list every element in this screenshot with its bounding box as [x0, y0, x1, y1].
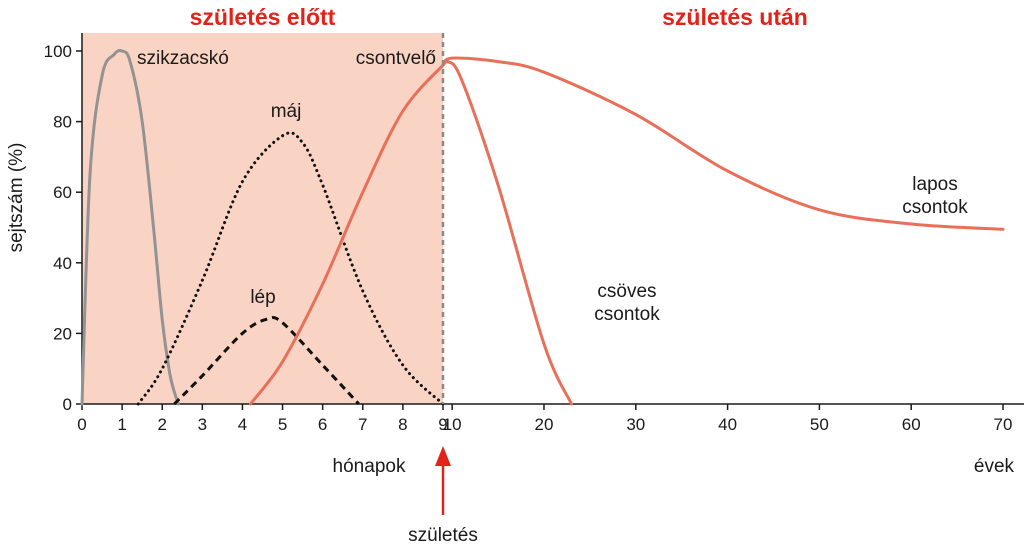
x-axis-label-years: évek	[974, 456, 1015, 477]
prenatal-shaded-region	[82, 33, 443, 404]
x-tick-label: 30	[626, 415, 645, 434]
y-tick-label: 20	[53, 324, 72, 343]
x-tick-label: 0	[77, 415, 86, 434]
y-tick-label: 80	[53, 113, 72, 132]
x-tick-label: 60	[902, 415, 921, 434]
axes: 0 20 40 60 80 100 0 1 2 3 4 5 6 7 8 910 20 30 40 50 60 70	[44, 33, 1024, 434]
curves	[80, 48, 1005, 406]
postnatal-title: születés után	[662, 4, 808, 30]
annotation-csoves-line1: csöves	[597, 281, 656, 302]
annotation-maj: máj	[271, 101, 302, 122]
x-tick-label: 20	[535, 415, 554, 434]
series-line-lep	[173, 316, 360, 406]
y-axis-label: sejtszám (%)	[6, 143, 27, 253]
annotation-lapos-line2: csontok	[902, 197, 968, 218]
y-tick-label: 40	[53, 254, 72, 273]
annotation-csontvelo: csontvelő	[356, 48, 436, 69]
annotation-szikzacsko: szikzacskó	[137, 48, 229, 69]
series-line-lapos_csontok	[441, 56, 1005, 231]
x-tick-label: 7	[358, 415, 367, 434]
birth-arrow-head	[435, 446, 451, 466]
x-tick-label: 50	[810, 415, 829, 434]
annotations: szikzacskó máj lép csontvelő csöves cson…	[137, 48, 968, 325]
x-tick-label: 6	[318, 415, 327, 434]
birth-label: születés	[408, 525, 478, 546]
prenatal-title: születés előtt	[190, 4, 336, 30]
x-tick-label: 1	[117, 415, 126, 434]
birth-arrow-icon	[435, 446, 451, 515]
annotation-csoves-line2: csontok	[594, 304, 660, 325]
series-line-szikzacsko	[80, 48, 180, 406]
y-tick-label: 0	[63, 395, 72, 414]
annotation-lep: lép	[250, 287, 275, 308]
y-tick-label: 100	[44, 42, 72, 61]
x-tick-label: 5	[278, 415, 287, 434]
x-tick-label: 10	[443, 415, 462, 434]
y-tick-label: 60	[53, 183, 72, 202]
annotation-lapos-line1: lapos	[912, 174, 957, 195]
x-tick-label: 40	[718, 415, 737, 434]
x-tick-label: 3	[198, 415, 207, 434]
x-tick-label: 4	[238, 415, 247, 434]
x-tick-label: 9	[438, 415, 447, 434]
series-line-maj	[136, 131, 445, 406]
x-tick-label: 70	[994, 415, 1013, 434]
x-tick-label: 2	[157, 415, 166, 434]
x-axis-label-months: hónapok	[333, 456, 406, 477]
x-tick-label: 8	[398, 415, 407, 434]
